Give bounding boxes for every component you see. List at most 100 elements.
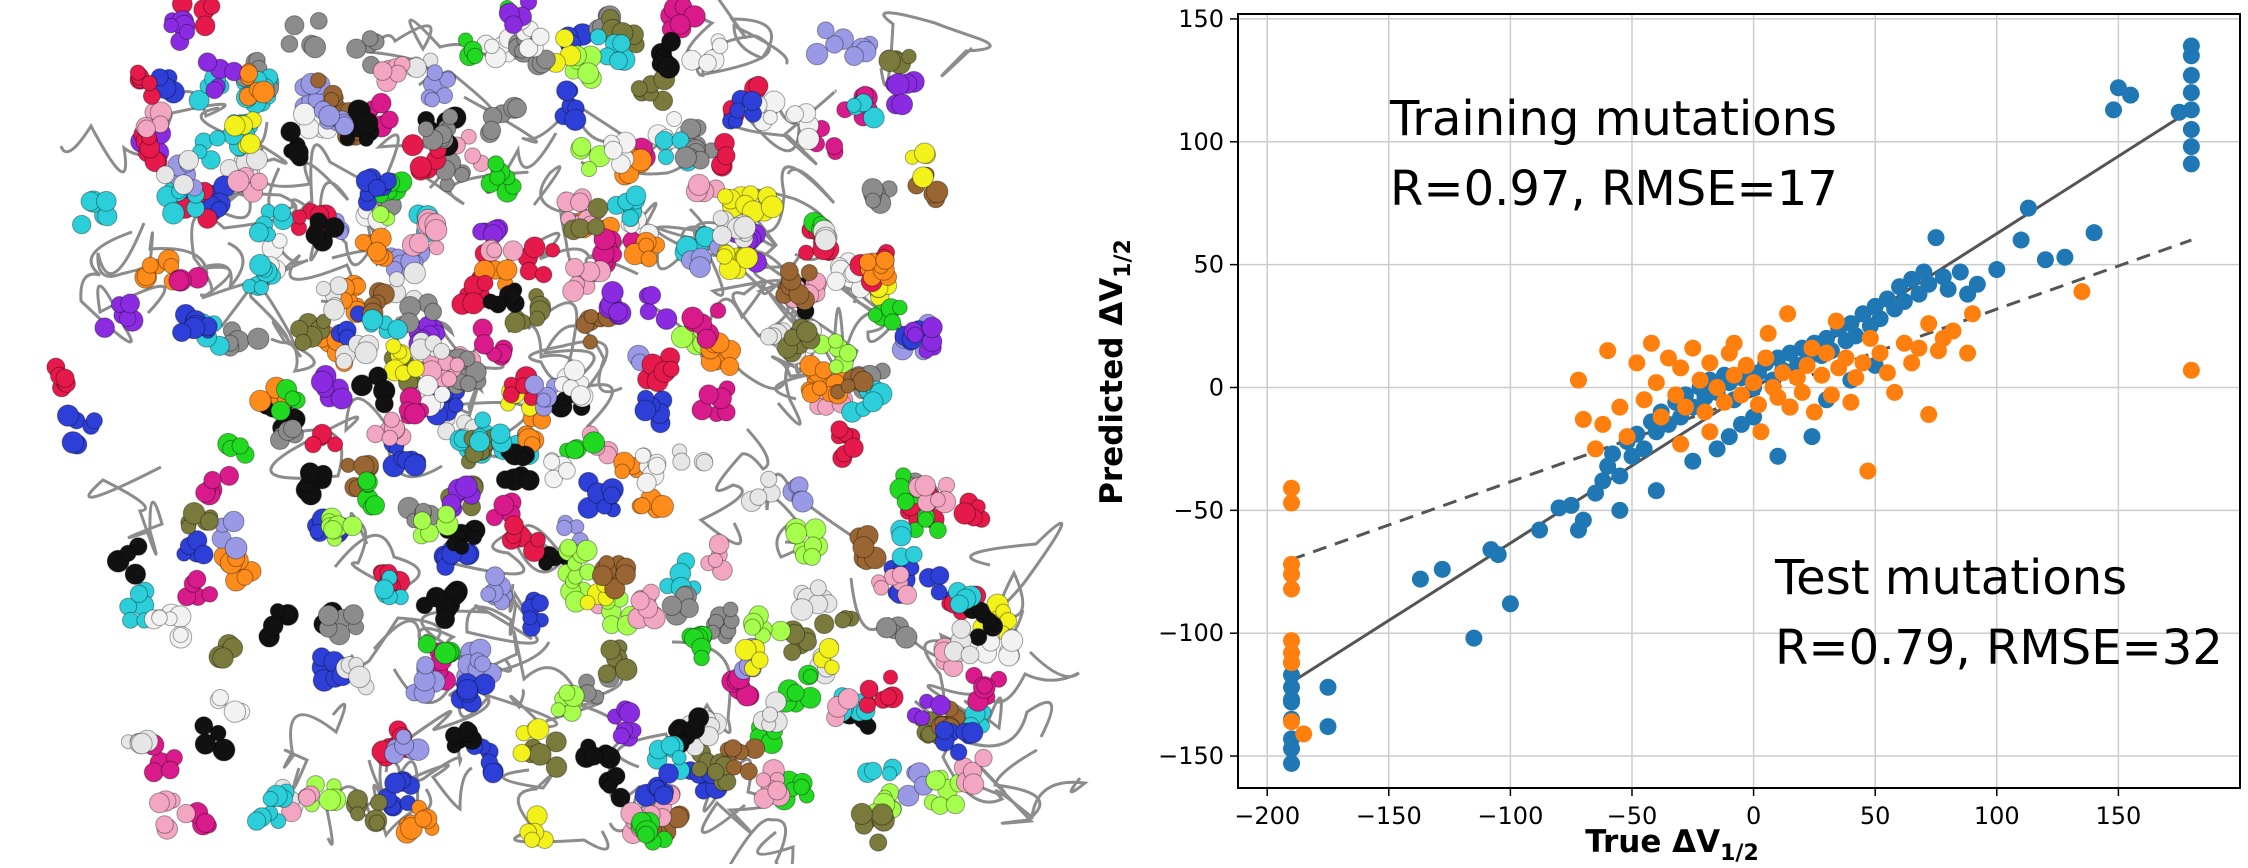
atom-sphere — [315, 280, 332, 297]
atom-sphere — [327, 436, 344, 453]
test-point — [1594, 415, 1612, 433]
atom-sphere — [722, 601, 739, 618]
atom-sphere — [852, 536, 875, 559]
atom-sphere — [374, 579, 395, 600]
test-point — [2073, 283, 2091, 301]
atom-sphere — [455, 475, 478, 499]
atom-sphere — [252, 80, 275, 104]
atom-sphere — [224, 114, 246, 137]
atom-sphere — [124, 563, 147, 585]
atom-sphere — [417, 374, 439, 397]
atom-sphere — [474, 411, 492, 429]
atom-sphere — [441, 370, 458, 388]
atom-sphere — [262, 790, 279, 807]
atom-sphere — [974, 748, 993, 768]
residue-cluster — [711, 210, 757, 249]
residue-cluster — [142, 734, 183, 783]
residue-cluster — [163, 10, 196, 52]
atom-sphere — [380, 110, 399, 129]
residue-cluster — [680, 238, 726, 279]
atom-sphere — [793, 778, 810, 796]
training-point — [2056, 248, 2074, 266]
atom-sphere — [669, 13, 691, 35]
atom-sphere — [660, 735, 681, 756]
residue-cluster — [476, 28, 522, 69]
test-point — [1781, 398, 1799, 416]
atom-sphere — [518, 469, 540, 491]
residue-cluster — [774, 664, 822, 713]
atom-sphere — [742, 90, 763, 112]
atom-sphere — [280, 121, 301, 142]
residue-cluster — [753, 759, 791, 809]
atom-sphere — [844, 46, 865, 67]
residue-cluster — [634, 389, 673, 434]
residue-cluster — [133, 124, 168, 173]
atom-sphere — [466, 47, 484, 65]
training-point — [1411, 570, 1429, 588]
training-point — [2182, 101, 2200, 119]
residue-cluster — [785, 518, 829, 566]
training-point — [1847, 327, 1865, 345]
training-point — [2182, 138, 2200, 156]
atom-sphere — [348, 665, 371, 689]
test-point — [1725, 366, 1743, 384]
atom-sphere — [934, 720, 954, 740]
atom-sphere — [951, 619, 972, 639]
atom-sphere — [172, 627, 189, 643]
atom-sphere — [612, 727, 630, 745]
atom-sphere — [141, 75, 158, 92]
y-tick-label: 100 — [1178, 128, 1224, 156]
atom-sphere — [786, 683, 805, 703]
residue-cluster — [861, 178, 898, 215]
residue-cluster — [129, 64, 161, 105]
y-axis-label-subscript: 1/2 — [1111, 239, 1136, 278]
atom-sphere — [858, 253, 877, 272]
atom-sphere — [293, 102, 316, 126]
atom-sphere — [495, 470, 515, 490]
atom-sphere — [809, 579, 827, 597]
residue-cluster — [417, 108, 459, 151]
atom-sphere — [342, 515, 363, 537]
residue-cluster — [412, 505, 459, 545]
training-point — [1433, 560, 1451, 578]
training-point — [2036, 251, 2054, 269]
training-point — [2109, 79, 2127, 97]
residue-cluster — [681, 625, 713, 667]
atom-sphere — [914, 474, 937, 497]
training-point — [1647, 482, 1665, 500]
residue-cluster — [775, 261, 818, 311]
residue-cluster — [784, 103, 820, 151]
atom-sphere — [976, 677, 993, 695]
atom-sphere — [343, 604, 364, 625]
test-point — [1779, 305, 1797, 323]
atom-sphere — [200, 512, 219, 531]
atom-sphere — [881, 766, 898, 782]
atom-sphere — [448, 397, 464, 414]
backbone-ribbon — [717, 0, 789, 66]
atom-sphere — [490, 423, 511, 445]
backbone-ribbon — [706, 249, 786, 297]
residue-cluster — [965, 666, 1008, 712]
atom-sphere — [155, 815, 174, 834]
residue-cluster — [194, 716, 236, 762]
atom-sphere — [666, 111, 683, 127]
atom-sphere — [579, 594, 596, 611]
atom-sphere — [655, 308, 678, 330]
atom-sphere — [614, 658, 638, 681]
test-point — [1618, 428, 1636, 446]
residue-cluster — [606, 185, 647, 227]
atom-sphere — [559, 538, 578, 557]
atom-sphere — [636, 472, 657, 493]
atom-sphere — [565, 440, 585, 460]
protein-structure-image — [0, 0, 1100, 868]
atom-sphere — [291, 209, 308, 225]
atom-sphere — [739, 762, 758, 781]
atom-sphere — [612, 34, 631, 53]
test-point — [1757, 349, 1775, 367]
atom-sphere — [925, 770, 946, 791]
atom-sphere — [891, 565, 910, 584]
atom-sphere — [474, 655, 491, 673]
residue-cluster — [384, 729, 430, 765]
residue-cluster — [630, 811, 673, 851]
backbone-ribbon — [971, 748, 1042, 825]
